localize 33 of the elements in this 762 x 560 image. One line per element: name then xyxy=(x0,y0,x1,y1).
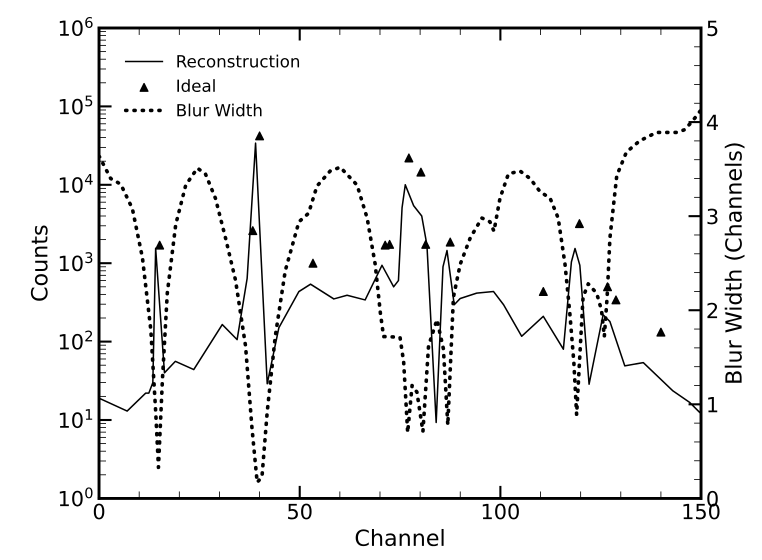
y2-tick-label: 4 xyxy=(706,114,718,130)
y-axis-title: Counts xyxy=(30,226,48,301)
point xyxy=(404,153,414,162)
y2-tick-label: 2 xyxy=(707,302,718,318)
point xyxy=(155,240,164,250)
point xyxy=(248,226,258,236)
y2-axis-title: Blur Width (Channels) xyxy=(724,143,745,383)
point xyxy=(538,287,548,296)
point xyxy=(416,168,426,177)
legend-label: Ideal xyxy=(177,79,215,92)
point xyxy=(255,131,264,140)
y2-tick-label: 1 xyxy=(708,397,718,412)
x-tick-label: 50 xyxy=(288,504,312,520)
y-tick-label: 10$^{4}$ xyxy=(60,174,93,193)
point xyxy=(421,240,430,249)
y-tick-label: 10$^{2}$ xyxy=(60,330,92,350)
y2-tick-label: 3 xyxy=(707,208,718,224)
y2-tick-label: 5 xyxy=(708,20,718,36)
point xyxy=(446,238,455,247)
point xyxy=(611,295,620,304)
y-tick-label: 10$^{1}$ xyxy=(60,409,92,428)
legend-label: Blur Width xyxy=(177,104,262,116)
point xyxy=(308,258,318,268)
y-tick-label: 10$^{6}$ xyxy=(60,16,93,36)
legend-label: Reconstruction xyxy=(177,54,300,68)
y-tick-label: 10$^{0}$ xyxy=(60,487,93,506)
x-tick-label: 0 xyxy=(94,504,104,520)
x-axis-title: Channel xyxy=(356,528,444,546)
y-tick-label: 10$^{5}$ xyxy=(60,96,92,114)
x-tick-label: 100 xyxy=(482,504,519,520)
point xyxy=(656,328,666,337)
y-tick-label: 10$^{3}$ xyxy=(60,252,92,272)
point xyxy=(574,219,584,228)
